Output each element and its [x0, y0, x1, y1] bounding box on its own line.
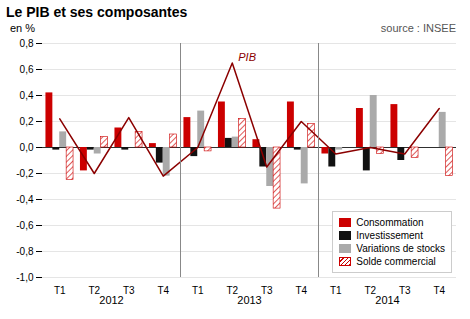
html-text:Investissement: Investissement: [356, 230, 423, 241]
svg-text:-0,6: -0,6: [16, 220, 34, 231]
html-text:en %: en %: [10, 22, 36, 34]
html-text:Consommation: Consommation: [356, 217, 424, 228]
svg-text:-0,2: -0,2: [16, 168, 34, 179]
svg-text:T4: T4: [295, 285, 307, 296]
svg-text:T4: T4: [157, 285, 169, 296]
svg-text:T3: T3: [399, 285, 411, 296]
svg-text:T1: T1: [330, 285, 342, 296]
svg-text:T3: T3: [123, 285, 135, 296]
svg-text:2012: 2012: [99, 294, 123, 306]
svg-text:T1: T1: [192, 285, 204, 296]
svg-text:PIB: PIB: [238, 51, 256, 63]
svg-text:0,0: 0,0: [20, 142, 34, 153]
svg-text:-0,8: -0,8: [16, 246, 34, 257]
svg-text:T4: T4: [433, 285, 445, 296]
svg-text:2013: 2013: [237, 294, 261, 306]
html-text:Le PIB et ses composantes: Le PIB et ses composantes: [6, 4, 188, 20]
html-text:Variations de stocks: Variations de stocks: [356, 243, 445, 254]
svg-text:0,2: 0,2: [20, 116, 34, 127]
svg-text:0,6: 0,6: [20, 64, 34, 75]
svg-text:-1,0: -1,0: [16, 272, 34, 283]
svg-text:T2: T2: [88, 284, 101, 296]
svg-text:0,8: 0,8: [20, 38, 34, 49]
svg-text:-0,4: -0,4: [16, 194, 34, 205]
svg-text:T3: T3: [261, 285, 273, 296]
svg-text:T1: T1: [54, 285, 66, 296]
svg-text:2014: 2014: [375, 294, 399, 306]
svg-text:0,4: 0,4: [20, 90, 34, 101]
html-text:source : INSEE: source : INSEE: [380, 22, 456, 34]
svg-text:T2: T2: [226, 284, 239, 296]
svg-text:T2: T2: [364, 284, 377, 296]
html-text:Solde commercial: Solde commercial: [356, 256, 436, 267]
